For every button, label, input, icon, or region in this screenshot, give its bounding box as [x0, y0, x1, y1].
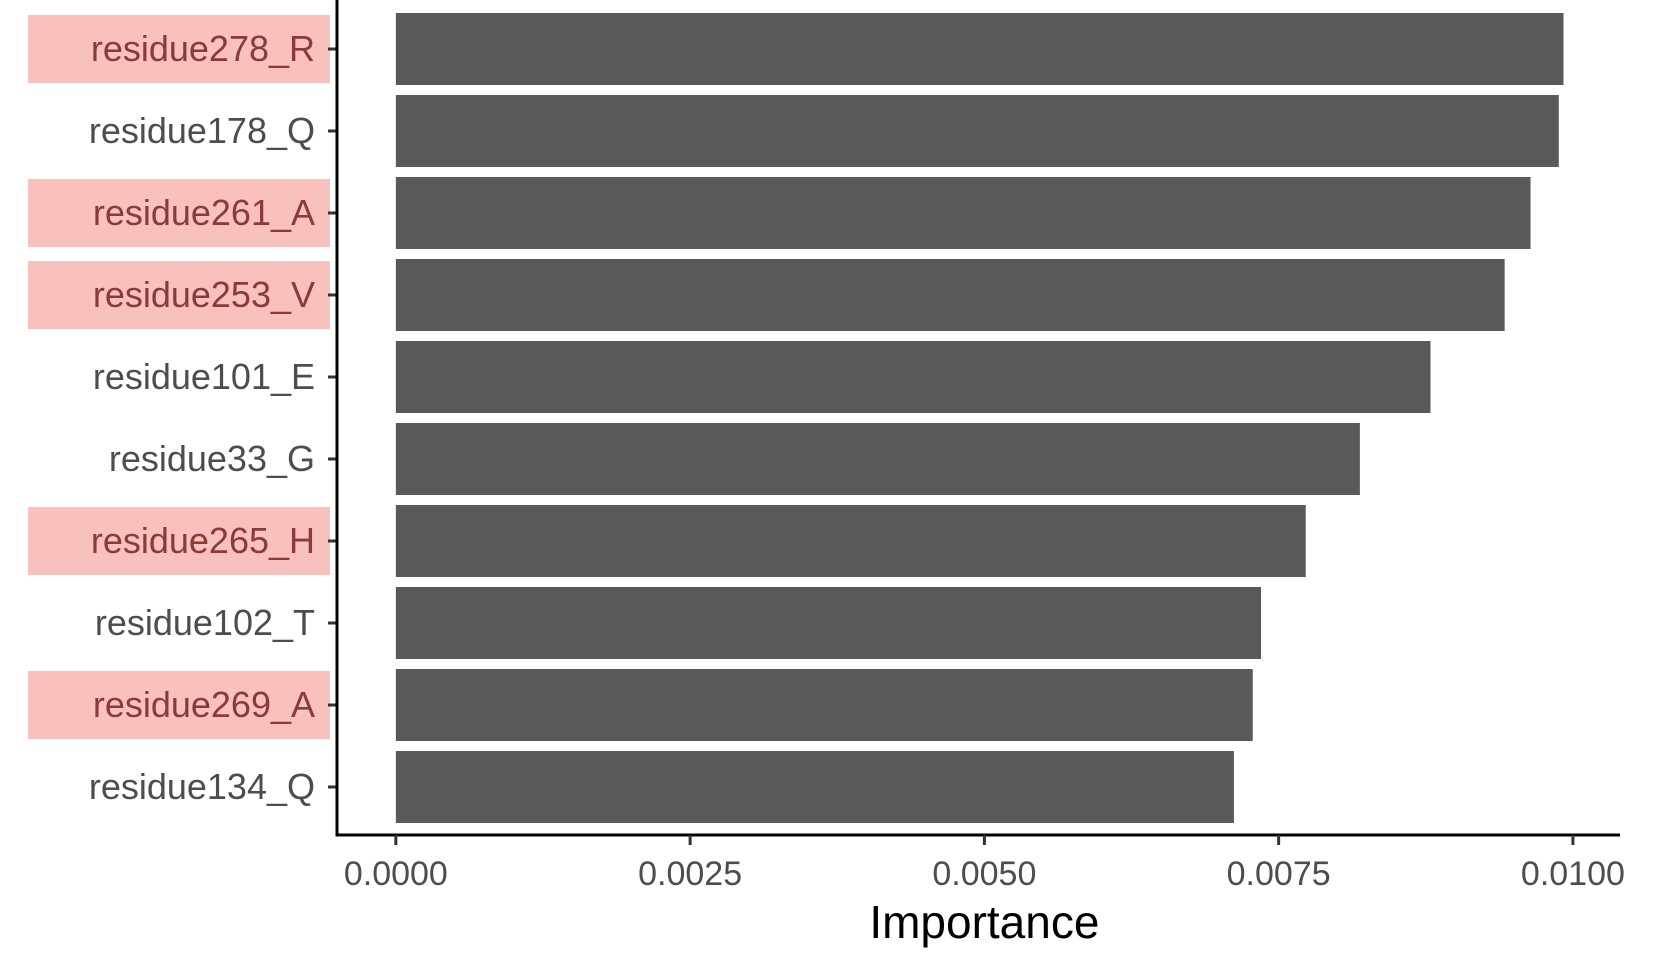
x-tick-label: 0.0050 — [932, 855, 1036, 893]
label-highlight — [28, 671, 330, 739]
y-axis: residue278_R residue178_Q residue261_Aresi… — [89, 0, 339, 837]
x-tick-label: 0.0000 — [344, 855, 448, 893]
bar — [395, 669, 1253, 741]
y-tick-label: residue102_T — [95, 602, 315, 643]
bar — [395, 259, 1505, 331]
y-tick-label: residue33_G — [109, 438, 315, 479]
x-axis-title: Importance — [869, 896, 1099, 948]
label-highlight — [28, 179, 330, 247]
bar — [395, 341, 1431, 413]
x-axis: 0.0000 0.0025 0.0050 0.0075 0.0100 — [335, 833, 1625, 893]
bar — [395, 13, 1564, 85]
bar — [395, 505, 1306, 577]
y-tick-label: residue278_R — [91, 28, 315, 69]
bar — [395, 587, 1261, 659]
y-tick-label: residue261_A — [93, 192, 315, 233]
bar — [395, 177, 1531, 249]
x-tick-label: 0.0100 — [1521, 855, 1625, 893]
y-tick-label: residue134_Q — [89, 766, 315, 807]
label-highlight — [28, 507, 330, 575]
bar — [395, 751, 1234, 823]
bar — [395, 423, 1360, 495]
bars — [395, 13, 1564, 823]
y-tick-label: residue178_Q — [89, 110, 315, 151]
y-tick-label: residue101_E — [93, 356, 315, 397]
label-highlight — [28, 261, 330, 329]
y-tick-label: residue269_A — [93, 684, 315, 725]
x-tick-label: 0.0025 — [638, 855, 742, 893]
x-tick-label: 0.0075 — [1227, 855, 1331, 893]
y-tick-label: residue253_V — [93, 274, 315, 315]
highlight-backgrounds — [28, 15, 330, 739]
label-highlight — [28, 15, 330, 83]
y-tick-label: residue265_H — [91, 520, 315, 561]
bar — [395, 95, 1559, 167]
